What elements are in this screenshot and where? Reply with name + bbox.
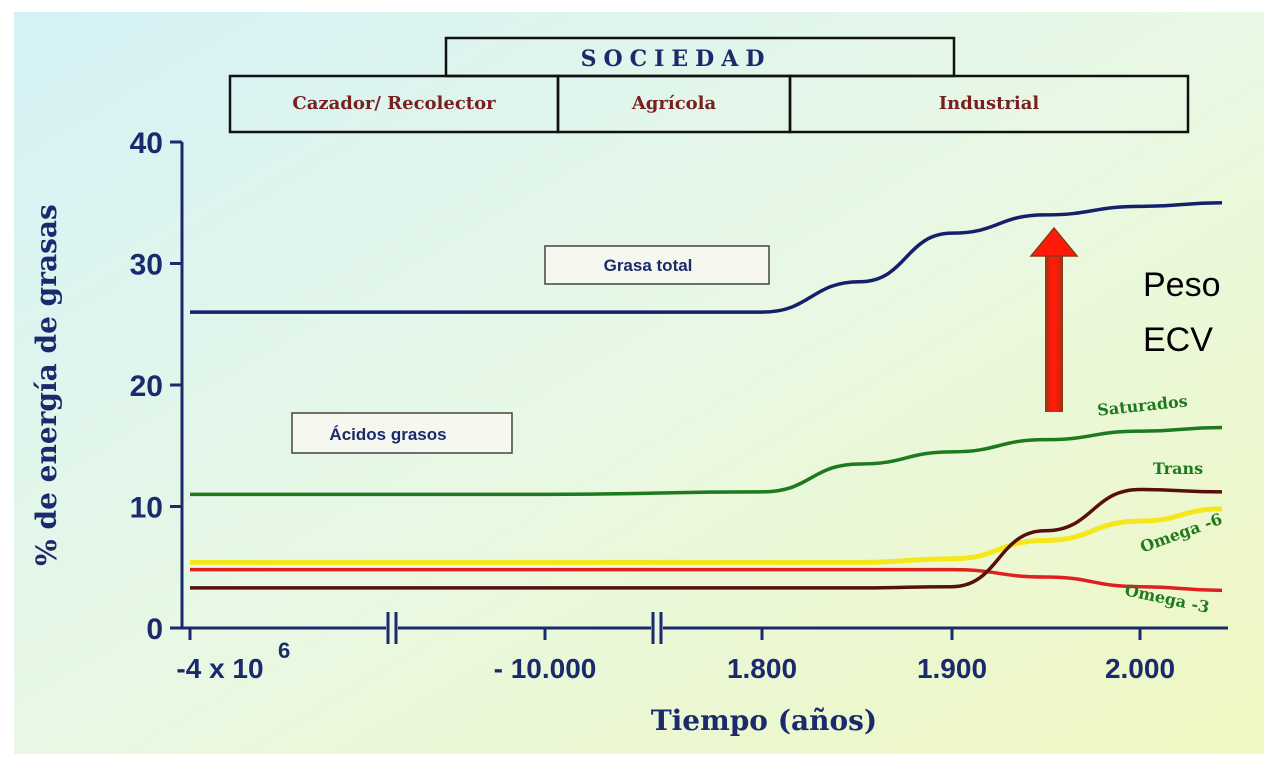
y-tick-label: 0 [146,613,163,646]
y-tick-label: 20 [130,370,163,403]
x-tick-label: -4 x 10 [176,653,263,684]
chart-background [14,12,1264,754]
series-line-saturados [190,425,1223,497]
arrow-head [1029,226,1079,257]
x-tick-label: 1.800 [727,653,797,684]
y-tick-label: 10 [130,492,163,525]
period-label-hunter: Cazador/ Recolector [292,93,496,114]
y-tick-label: 40 [130,127,163,160]
series-line-omega-6 [190,506,1223,565]
society-title: SOCIEDAD [581,46,772,72]
total-fat-callout: Grasa total [604,256,693,275]
y-axis-label: % de energía de grasas [30,204,63,566]
period-box-industrial [788,74,1190,134]
y-ticks: 0 10 20 30 40 [130,127,182,646]
annotation-line-1: Peso [1143,266,1221,304]
series-line-total [190,201,1223,314]
x-tick-label: - 10.000 [494,653,597,684]
series-line-omega-3 [190,567,1223,593]
series-lines [189,201,1223,593]
annotation-line-2: ECV [1143,321,1213,359]
y-tick-label: 30 [130,249,163,282]
fatty-acids-callout-box [291,412,513,454]
x-axis-breaks [386,612,663,644]
society-header: SOCIEDAD Cazador/ Recolector Agrícola In… [228,36,1190,134]
x-tick-label: 1.900 [917,653,987,684]
x-tick-label: 2.000 [1105,653,1175,684]
period-label-industrial: Industrial [939,93,1040,114]
arrow-shaft [1045,254,1063,412]
period-label-agricultural: Agrícola [631,93,717,114]
label-trans: Trans [1153,459,1203,478]
increase-arrow [1029,226,1079,412]
total-fat-callout-box [544,245,770,285]
x-axis-label: Tiempo (años) [651,704,877,737]
fatty-acids-callout: Ácidos grasos [329,425,446,444]
x-tick-exponent: 6 [278,638,290,663]
series-line-trans [189,487,1223,590]
x-ticks: -4 x 10 - 10.000 1.800 1.900 2.000 6 [176,628,1175,684]
